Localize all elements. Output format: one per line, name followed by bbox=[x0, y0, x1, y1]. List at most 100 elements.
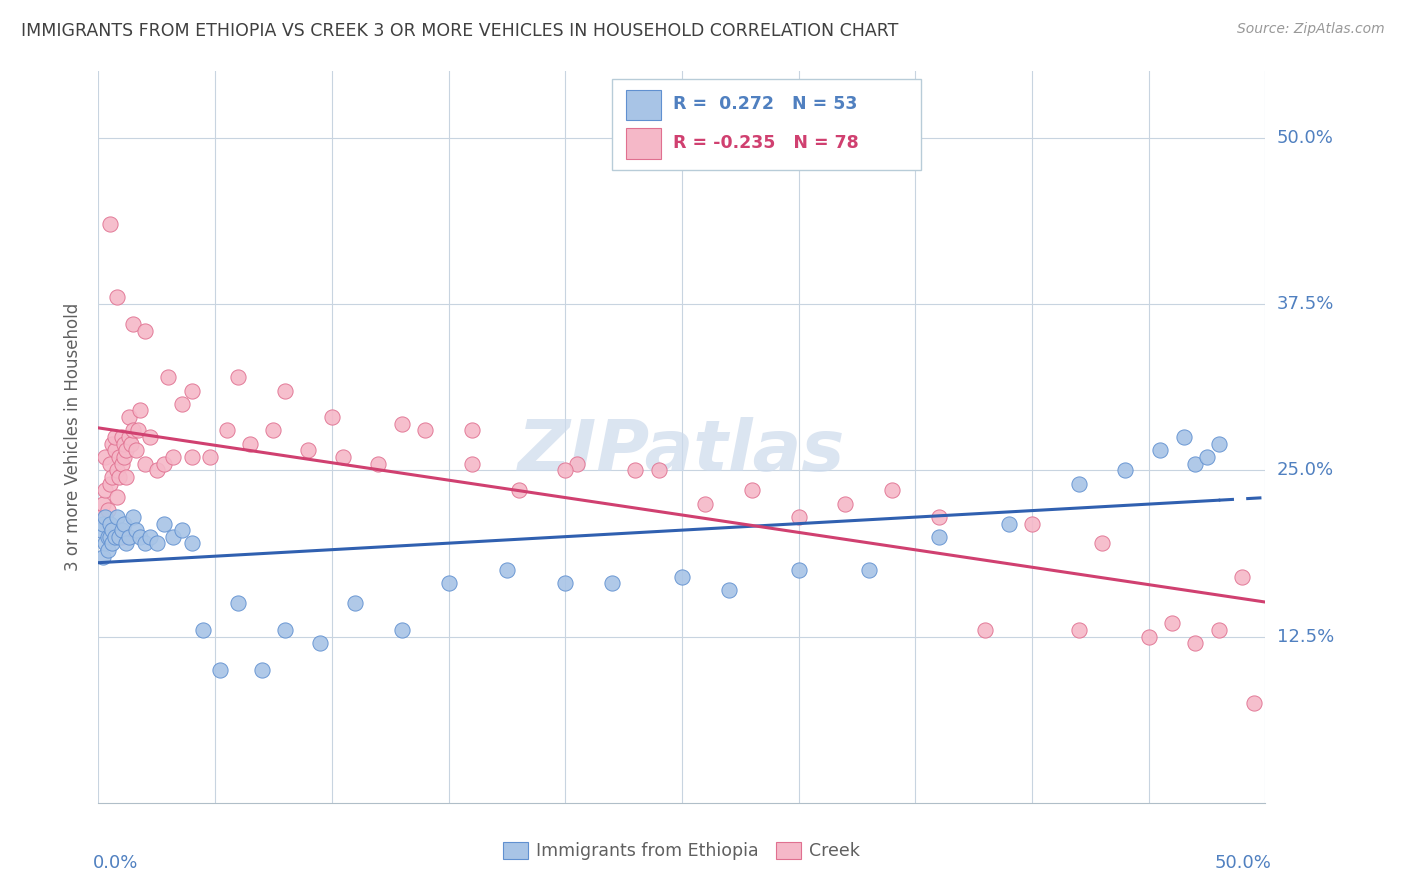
Point bbox=[461, 457, 484, 471]
Text: 37.5%: 37.5% bbox=[1277, 295, 1334, 313]
Point bbox=[134, 457, 156, 471]
Point bbox=[1149, 443, 1171, 458]
Point bbox=[104, 430, 127, 444]
Point bbox=[146, 463, 169, 477]
Point bbox=[1114, 463, 1136, 477]
Point bbox=[91, 497, 114, 511]
Text: R = -0.235   N = 78: R = -0.235 N = 78 bbox=[672, 134, 858, 152]
Point bbox=[928, 530, 950, 544]
Point bbox=[695, 497, 717, 511]
Point bbox=[120, 436, 142, 450]
Point bbox=[90, 509, 112, 524]
Point bbox=[554, 463, 576, 477]
Point bbox=[321, 410, 343, 425]
Point bbox=[200, 450, 222, 464]
Point bbox=[172, 397, 194, 411]
Point bbox=[105, 509, 128, 524]
Point bbox=[228, 596, 250, 610]
Point bbox=[152, 516, 174, 531]
Point bbox=[157, 370, 180, 384]
Point bbox=[111, 457, 134, 471]
Text: 50.0%: 50.0% bbox=[1215, 854, 1271, 872]
Point bbox=[111, 523, 134, 537]
Point bbox=[94, 450, 117, 464]
Point bbox=[193, 623, 215, 637]
Point bbox=[717, 582, 740, 597]
Point bbox=[162, 530, 184, 544]
Text: R =  0.272   N = 53: R = 0.272 N = 53 bbox=[672, 95, 856, 113]
Point bbox=[101, 536, 124, 550]
Point bbox=[111, 530, 134, 544]
Point bbox=[928, 509, 950, 524]
Point bbox=[98, 516, 121, 531]
Text: 0.0%: 0.0% bbox=[93, 854, 138, 872]
Point bbox=[91, 516, 114, 531]
Text: ZIPatlas: ZIPatlas bbox=[519, 417, 845, 486]
Point bbox=[98, 530, 121, 544]
Point bbox=[834, 497, 856, 511]
Point bbox=[129, 403, 152, 417]
Point bbox=[332, 450, 354, 464]
Point bbox=[172, 523, 194, 537]
Point bbox=[129, 530, 152, 544]
Text: 50.0%: 50.0% bbox=[1277, 128, 1333, 147]
Point bbox=[98, 217, 121, 231]
Point bbox=[180, 450, 202, 464]
Point bbox=[97, 503, 120, 517]
Point bbox=[127, 424, 149, 438]
Point bbox=[1184, 636, 1206, 650]
Point bbox=[91, 549, 114, 564]
Point bbox=[98, 457, 121, 471]
Point bbox=[105, 290, 128, 304]
Point bbox=[105, 490, 128, 504]
Point bbox=[112, 436, 135, 450]
Point bbox=[118, 530, 141, 544]
Point bbox=[101, 436, 124, 450]
Point bbox=[1243, 696, 1265, 710]
Point bbox=[671, 570, 693, 584]
Point bbox=[104, 443, 127, 458]
Point bbox=[274, 384, 297, 398]
Point bbox=[1067, 623, 1090, 637]
Point bbox=[180, 536, 202, 550]
Point bbox=[250, 663, 273, 677]
Text: 25.0%: 25.0% bbox=[1277, 461, 1334, 479]
Point bbox=[97, 543, 120, 558]
Point bbox=[139, 530, 162, 544]
Point bbox=[122, 317, 145, 331]
Point bbox=[647, 463, 669, 477]
Point bbox=[413, 424, 436, 438]
Point bbox=[208, 663, 231, 677]
Point bbox=[94, 509, 117, 524]
Point bbox=[262, 424, 284, 438]
Point bbox=[1208, 436, 1230, 450]
Point bbox=[508, 483, 530, 498]
Point bbox=[344, 596, 367, 610]
Point bbox=[112, 450, 135, 464]
Point bbox=[228, 370, 250, 384]
Point bbox=[1230, 570, 1253, 584]
Point bbox=[1161, 616, 1184, 631]
Legend: Immigrants from Ethiopia, Creek: Immigrants from Ethiopia, Creek bbox=[496, 835, 868, 867]
Point bbox=[461, 424, 484, 438]
Point bbox=[108, 470, 131, 484]
Point bbox=[90, 523, 112, 537]
Point bbox=[118, 410, 141, 425]
Point bbox=[600, 576, 623, 591]
Point bbox=[104, 530, 127, 544]
Point bbox=[565, 457, 588, 471]
Point bbox=[101, 523, 124, 537]
Point bbox=[152, 457, 174, 471]
Point bbox=[274, 623, 297, 637]
Point bbox=[115, 470, 138, 484]
Text: 12.5%: 12.5% bbox=[1277, 628, 1334, 646]
Point bbox=[108, 450, 131, 464]
Point bbox=[162, 450, 184, 464]
Point bbox=[297, 443, 319, 458]
Point bbox=[554, 576, 576, 591]
Point bbox=[741, 483, 763, 498]
Point bbox=[1067, 476, 1090, 491]
Point bbox=[98, 476, 121, 491]
Point bbox=[858, 563, 880, 577]
Point bbox=[101, 470, 124, 484]
